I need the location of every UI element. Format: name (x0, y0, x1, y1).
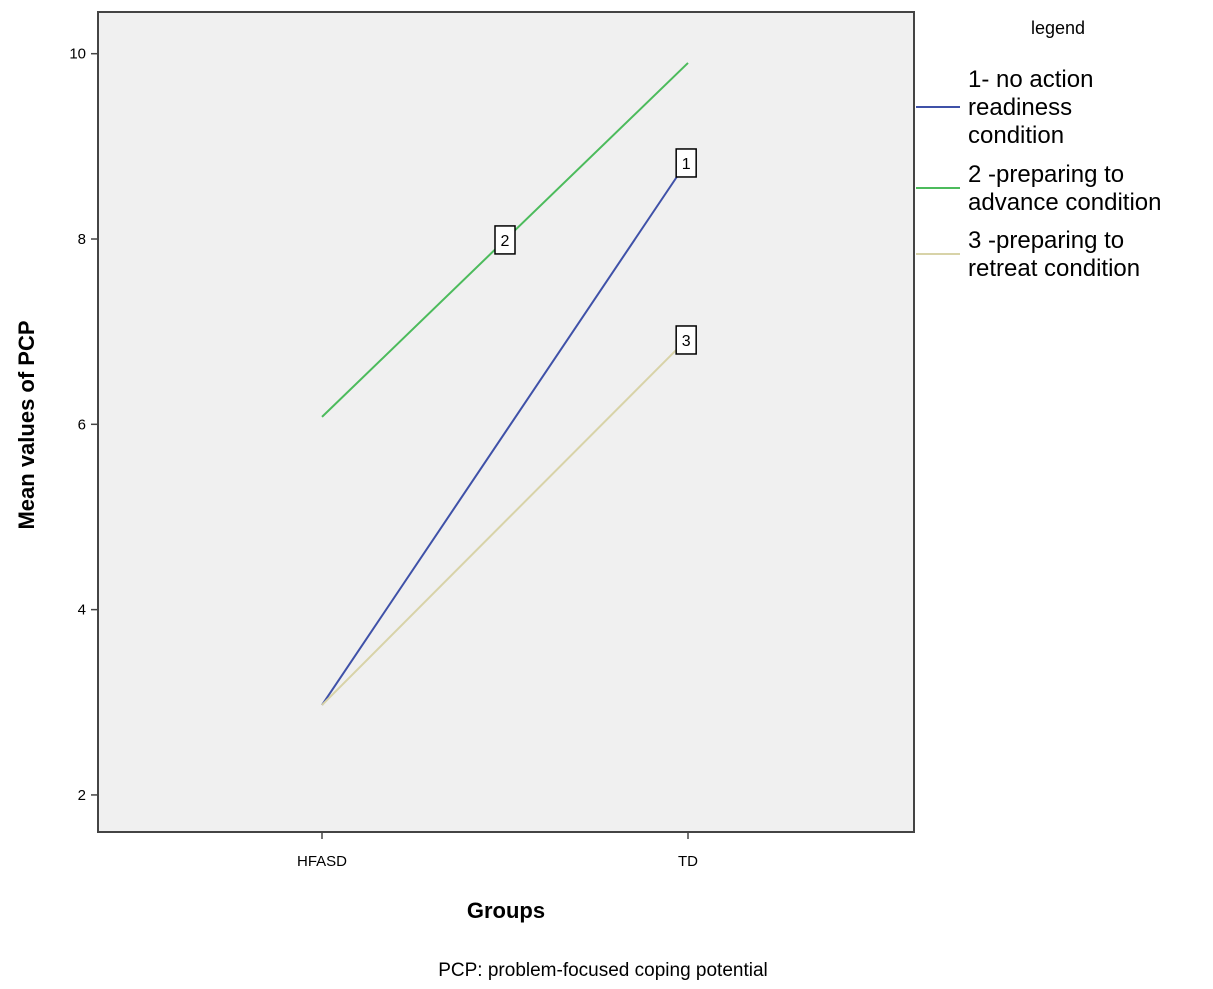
legend-label: advance condition (968, 189, 1161, 216)
y-tick-label: 4 (78, 602, 86, 619)
legend-title: legend (1031, 18, 1085, 38)
series-marker-box (494, 225, 516, 255)
legend-label: retreat condition (968, 255, 1140, 282)
x-tick-label: HFASD (297, 853, 347, 870)
legend-label: 3 -preparing to (968, 227, 1124, 254)
y-tick-label: 8 (78, 231, 86, 248)
series-marker: 1 (675, 148, 697, 178)
y-tick-label: 10 (69, 46, 86, 63)
y-axis: 2 4 6 8 10 (69, 46, 98, 804)
legend-label: readiness (968, 94, 1072, 121)
series-marker: 2 (494, 225, 516, 255)
series-marker: 3 (675, 325, 697, 355)
series-markers: 1 2 3 (494, 148, 697, 355)
series-line (321, 159, 689, 706)
legend-label: 2 -preparing to (968, 161, 1124, 188)
y-tick-label: 6 (78, 416, 86, 433)
series-marker-label: 2 (501, 233, 510, 250)
legend-label: condition (968, 122, 1064, 149)
x-axis-title: Groups (467, 898, 545, 923)
y-tick-label: 2 (78, 787, 86, 804)
series-marker-box (675, 325, 697, 355)
x-axis: HFASD TD (297, 832, 698, 870)
y-axis-title: Mean values of PCP (14, 320, 39, 529)
series-marker-label: 1 (682, 156, 691, 173)
x-tick-label: TD (678, 853, 698, 870)
series-line (321, 337, 689, 706)
series-marker-box (675, 148, 697, 178)
footnote: PCP: problem-focused coping potential (438, 960, 768, 981)
series-marker-label: 3 (682, 333, 691, 350)
plot-area (97, 11, 915, 833)
legend-label: 1- no action (968, 66, 1093, 93)
